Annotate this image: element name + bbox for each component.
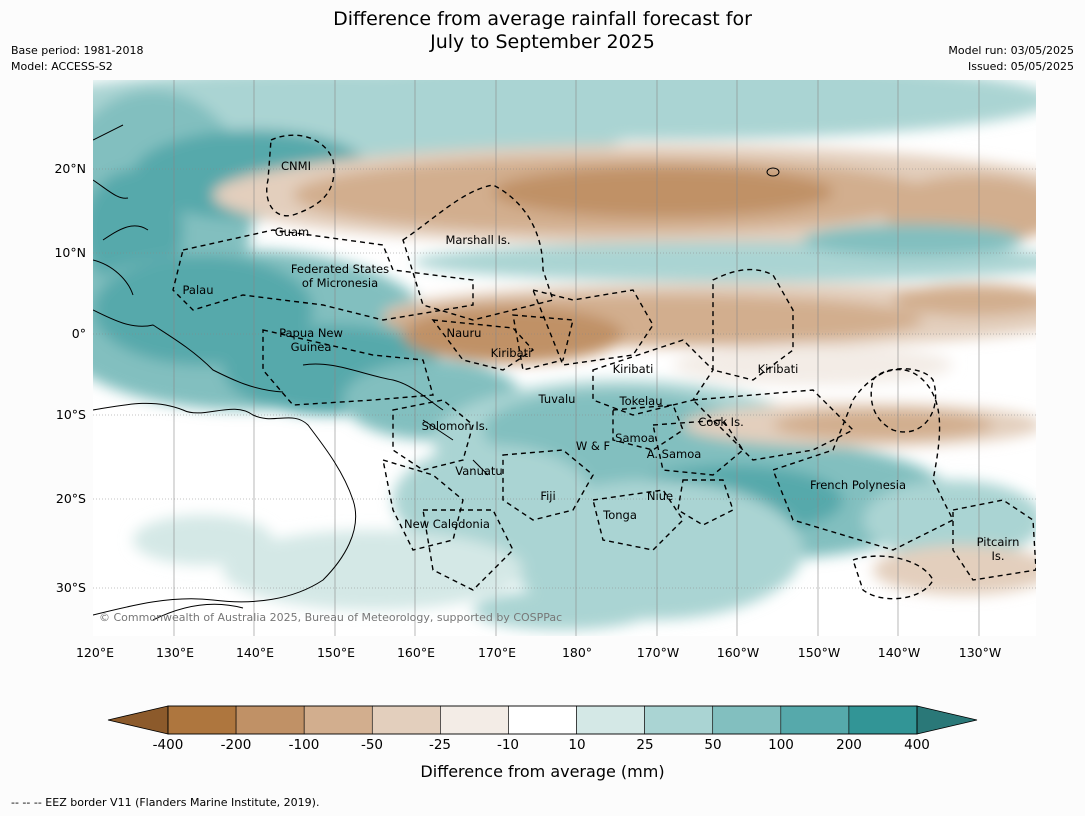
label-french-polynesia: French Polynesia [810,478,906,492]
label-tuvalu: Tuvalu [538,392,576,406]
label-samoa: Samoa [615,431,655,445]
colorbar-bin [576,705,645,735]
x-label: 170°E [477,645,516,660]
label-pitcairn-line1: Pitcairn [977,535,1020,549]
label-tonga: Tonga [602,508,637,522]
colorbar-bin [780,705,850,735]
label-fiji: Fiji [540,489,555,503]
label-new-caledonia: New Caledonia [404,517,490,531]
colorbar-tick-label: -10 [496,737,520,753]
label-tokelau: Tokelau [619,394,663,408]
colorbar-tick-label: 50 [704,737,722,753]
model-name: Model: ACCESS-S2 [11,60,113,73]
label-guam: Guam [275,225,309,239]
y-label: 20°N [54,161,86,176]
colorbar-bin [644,705,714,735]
colorbar-bin [848,705,918,735]
colorbar-bin [303,705,373,735]
colorbar-tick-label: 25 [636,737,654,753]
label-nauru: Nauru [447,326,482,340]
colorbar-bin [440,705,509,735]
colorbar-tick-label: -100 [288,737,320,753]
map-canvas: CNMI Guam Marshall Is. Federated States … [93,80,1036,636]
label-png-line1: Papua New [279,326,343,340]
colorbar-frame [167,705,918,735]
title-line-1: Difference from average rainfall forecas… [333,8,752,30]
x-label: 180° [561,645,593,660]
x-label: 130°W [958,645,1002,660]
anomaly-field [93,80,1036,630]
eez-borders [172,134,1036,600]
label-cnmi: CNMI [281,159,311,173]
x-label: 160°W [716,645,760,660]
label-marshall: Marshall Is. [445,233,510,247]
label-palau: Palau [183,283,214,297]
label-kiribati-central: Kiribati [613,362,654,376]
colorbar-tick-label: -200 [220,737,252,753]
issued-date: Issued: 05/05/2025 [967,60,1074,73]
graticule [93,80,1036,636]
colorbar-bin [167,705,237,735]
y-label: 30°S [55,580,86,595]
meta-right: Model run: 03/05/2025 Issued: 05/05/2025 [948,43,1074,75]
meta-left: Base period: 1981-2018 Model: ACCESS-S2 [11,43,143,75]
colorbar-tick-label: 100 [768,737,794,753]
colorbar-tick-label: -50 [360,737,384,753]
rainfall-anomaly-map: CNMI Guam Marshall Is. Federated States … [93,80,1036,636]
place-labels: CNMI Guam Marshall Is. Federated States … [183,159,1020,563]
colorbar-tick-label: 200 [836,737,862,753]
y-label: 20°S [55,491,86,506]
copyright-notice: © Commonwealth of Australia 2025, Bureau… [99,611,563,624]
x-label: 170°W [636,645,680,660]
map-title: Difference from average rainfall forecas… [0,8,1085,54]
x-label: 150°E [316,645,355,660]
label-solomon: Solomon Is. [422,419,489,433]
colorbar-extend-low [107,705,169,735]
model-run: Model run: 03/05/2025 [948,44,1074,57]
x-label: 160°E [396,645,435,660]
label-fsm-line2: of Micronesia [302,276,378,290]
x-label: 140°W [877,645,921,660]
label-fsm-line1: Federated States [291,262,389,276]
colorbar-bin [712,705,782,735]
colorbar-extend-high [916,705,978,735]
coastlines [93,124,780,621]
y-label: 10°S [55,407,86,422]
label-pitcairn-line2: Is. [991,549,1004,563]
label-kiribati-east: Kiribati [758,362,799,376]
label-png-line2: Guinea [291,340,332,354]
x-label: 140°E [235,645,274,660]
x-label: 150°W [797,645,841,660]
label-niue: Niue [647,489,673,503]
label-vanuatu: Vanuatu [455,464,502,478]
base-period: Base period: 1981-2018 [11,44,144,57]
label-kiribati-west: Kiribati [491,346,532,360]
x-label: 130°E [155,645,194,660]
colorbar-tick-label: -400 [152,737,184,753]
label-american-samoa: A. Samoa [647,447,702,461]
colorbar-bins [167,705,918,735]
colorbar-title: Difference from average (mm) [420,762,665,781]
colorbar-tick-label: -25 [428,737,452,753]
label-wallis-futuna: W & F [576,439,610,453]
colorbar [107,705,978,735]
y-label: 0° [71,326,86,341]
colorbar-tick-label: 400 [904,737,930,753]
y-label: 10°N [54,245,86,260]
colorbar-bin [508,705,577,735]
eez-footnote: -- -- -- EEZ border V11 (Flanders Marine… [11,796,320,809]
x-label: 120°E [75,645,114,660]
label-cook: Cook Is. [698,415,743,429]
colorbar-bin [371,705,441,735]
colorbar-bin [235,705,305,735]
colorbar-tick-label: 10 [568,737,586,753]
title-line-2: July to September 2025 [430,31,655,53]
